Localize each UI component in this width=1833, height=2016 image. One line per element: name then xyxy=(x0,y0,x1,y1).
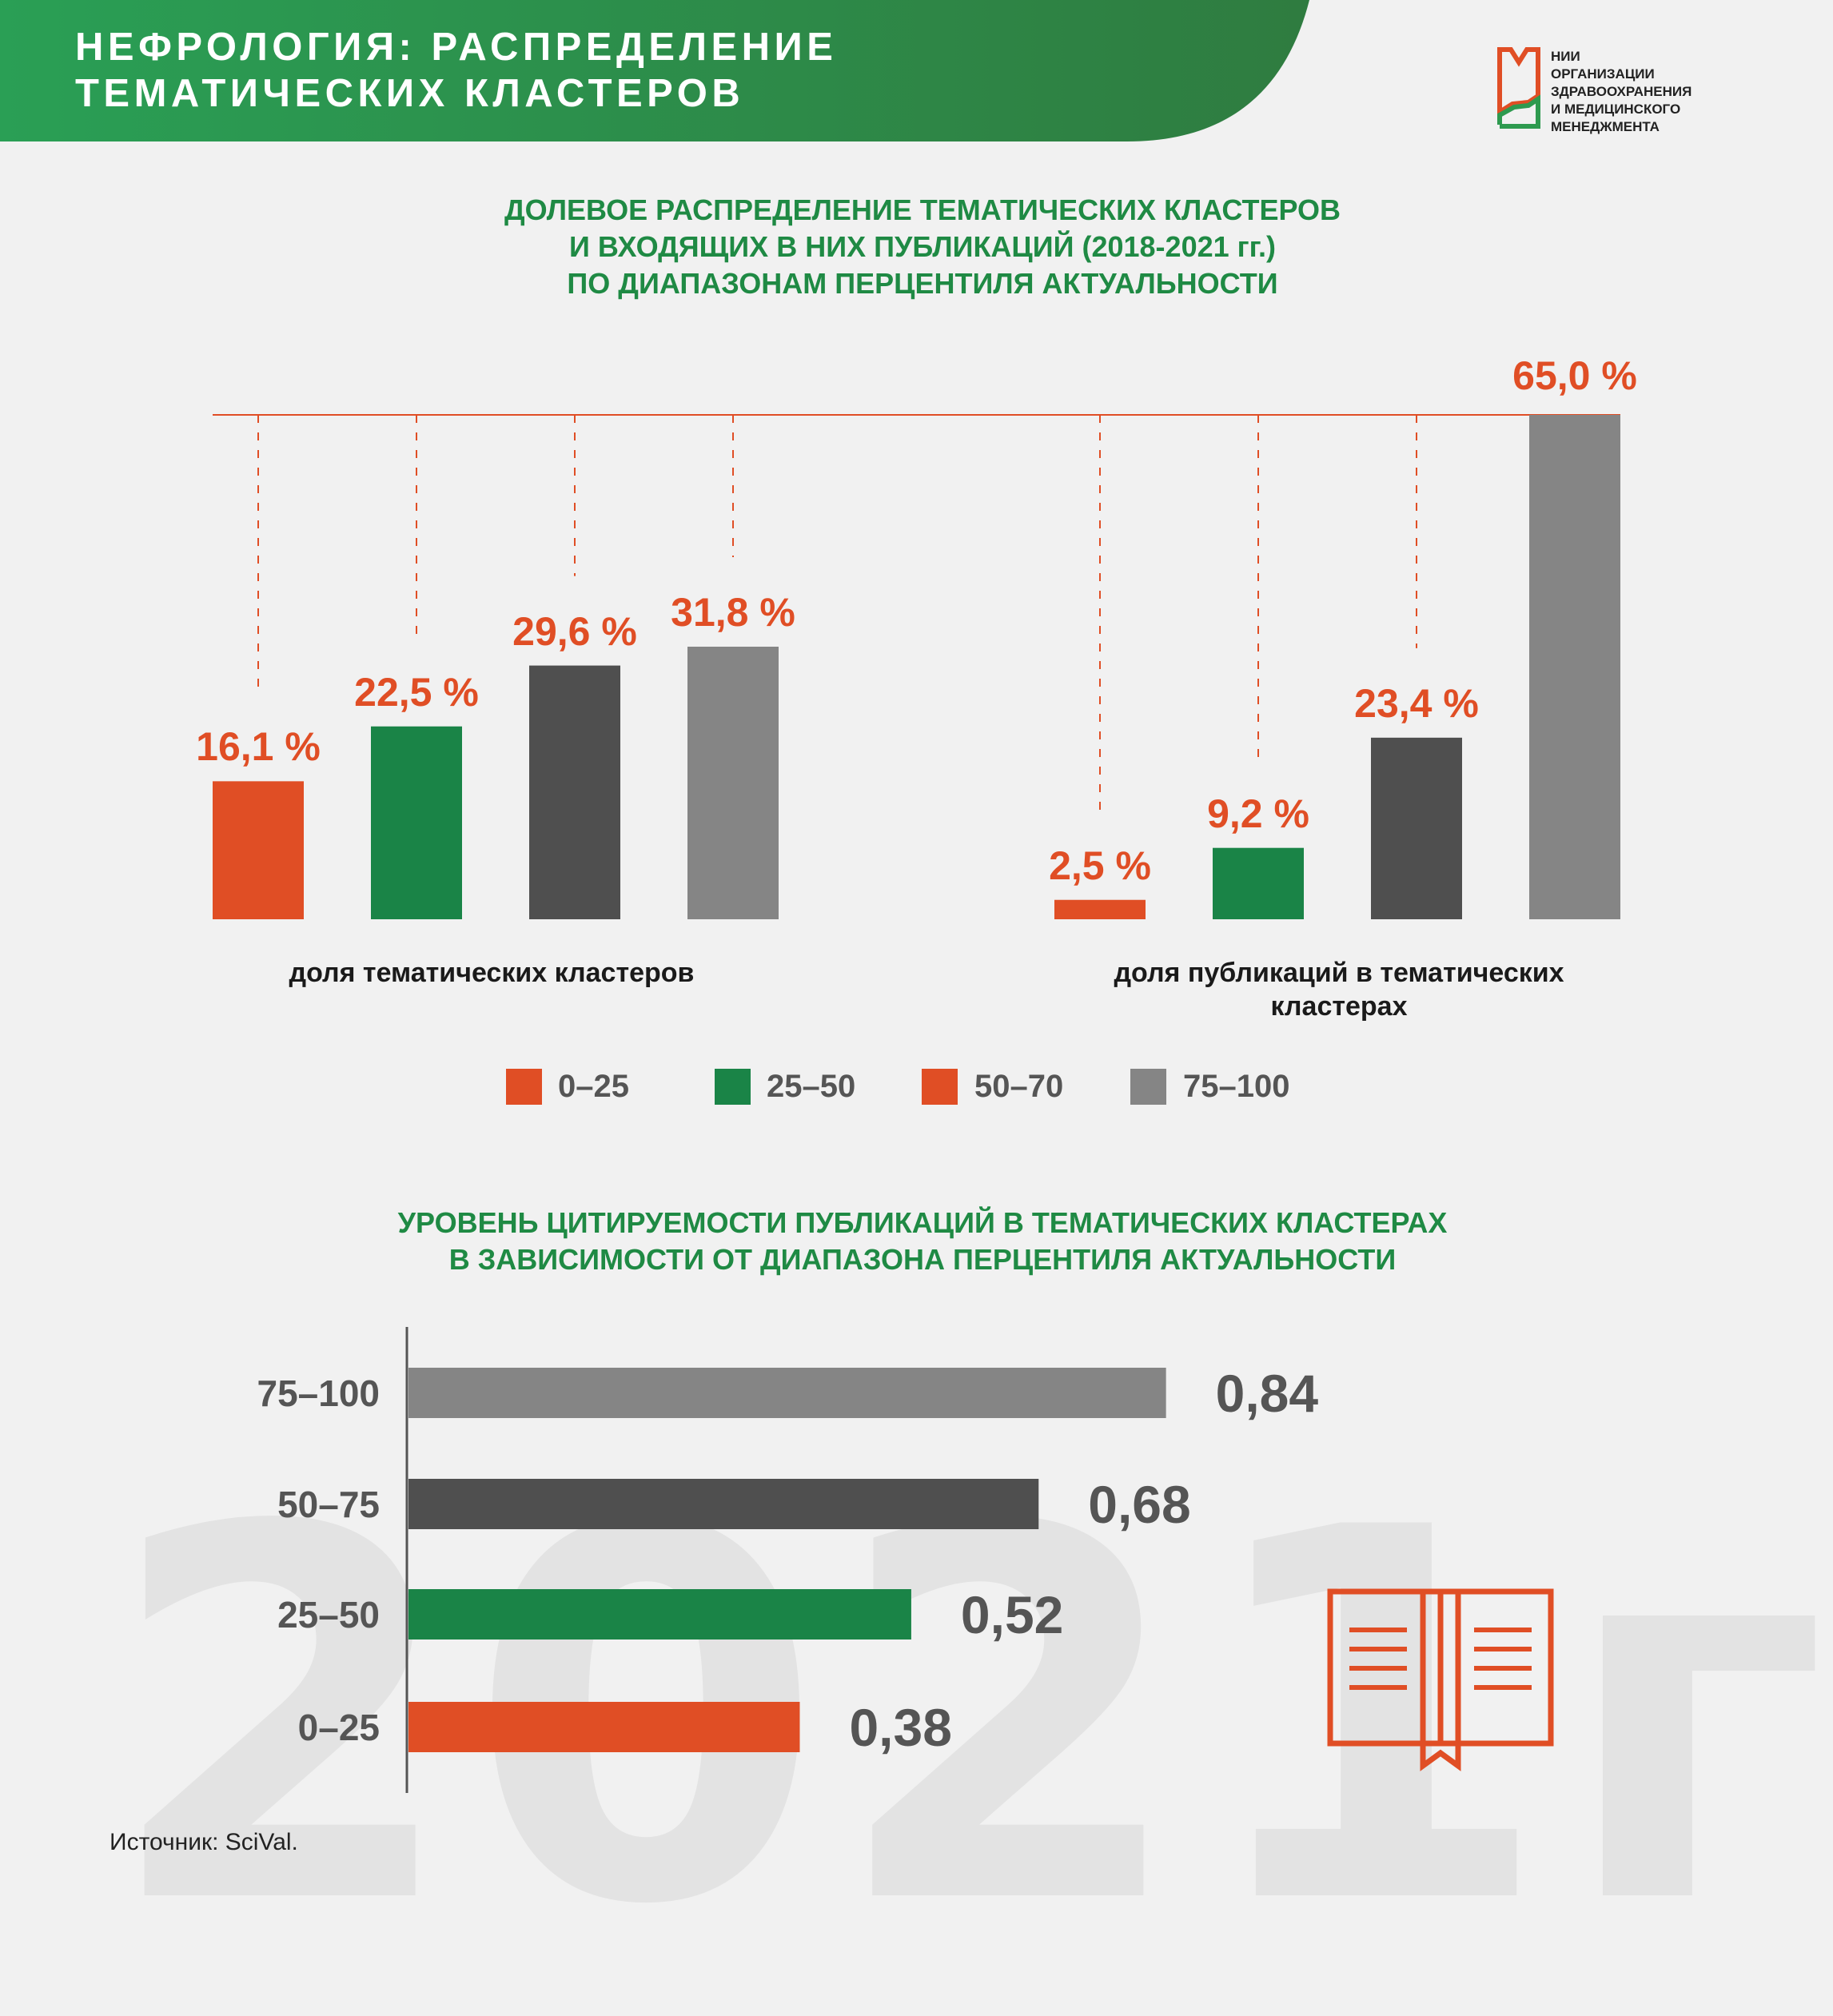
page-title-line: НЕФРОЛОГИЯ: РАСПРЕДЕЛЕНИЕ xyxy=(75,26,838,69)
bar-value-label: 65,0 % xyxy=(1512,353,1637,398)
legend-swatch-0-25 xyxy=(506,1069,542,1105)
legend-swatch-75-100 xyxy=(1130,1069,1166,1105)
bar xyxy=(1213,847,1304,919)
institute-logo-icon xyxy=(1497,47,1540,129)
page-title-line: ТЕМАТИЧЕСКИХ КЛАСТЕРОВ xyxy=(75,72,745,115)
bar-value-label: 9,2 % xyxy=(1207,791,1309,836)
header-banner xyxy=(0,0,1309,141)
open-book-icon xyxy=(1327,1588,1554,1771)
legend-label: 0–25 xyxy=(558,1069,629,1104)
bar xyxy=(687,647,779,919)
bar-value-label: 22,5 % xyxy=(354,669,479,715)
group-label-clusters: доля тематических кластеров xyxy=(212,956,771,990)
category-label: 25–50 xyxy=(277,1594,380,1636)
bar xyxy=(529,665,620,919)
chart1-title-line: ПО ДИАПАЗОНАМ ПЕРЦЕНТИЛЯ АКТУАЛЬНОСТИ xyxy=(567,267,1278,300)
chart1-title: ДОЛЕВОЕ РАСПРЕДЕЛЕНИЕ ТЕМАТИЧЕСКИХ КЛАСТ… xyxy=(240,192,1605,302)
watermark-year: 2021г xyxy=(104,1420,1833,2016)
chart1-title-line: И ВХОДЯЩИХ В НИХ ПУБЛИКАЦИЙ (2018-2021 г… xyxy=(568,230,1277,263)
chart2-title-line: В ЗАВИСИМОСТИ ОТ ДИАПАЗОНА ПЕРЦЕНТИЛЯ АК… xyxy=(448,1243,1397,1276)
legend-swatch-50-70 xyxy=(922,1069,958,1105)
category-label: 0–25 xyxy=(297,1707,380,1748)
bar xyxy=(213,781,304,919)
legend-label: 50–70 xyxy=(974,1069,1064,1104)
bar-value-label: 2,5 % xyxy=(1049,843,1151,888)
legend-swatch-25-50 xyxy=(715,1069,751,1105)
hbar-value-label: 0,38 xyxy=(849,1698,952,1757)
hbar xyxy=(408,1589,911,1639)
bar-value-label: 29,6 % xyxy=(512,608,637,654)
group-label-line: кластерах xyxy=(1270,991,1408,1022)
chart2-title-line: УРОВЕНЬ ЦИТИРУЕМОСТИ ПУБЛИКАЦИЙ В ТЕМАТИ… xyxy=(397,1206,1448,1239)
bar xyxy=(1054,899,1146,919)
hbar-value-label: 0,68 xyxy=(1088,1475,1191,1534)
hbar-value-label: 0,84 xyxy=(1215,1364,1319,1423)
chart2-title: УРОВЕНЬ ЦИТИРУЕМОСТИ ПУБЛИКАЦИЙ В ТЕМАТИ… xyxy=(240,1205,1605,1278)
hbar-value-label: 0,52 xyxy=(960,1585,1064,1644)
page-title: НЕФРОЛОГИЯ: РАСПРЕДЕЛЕНИЕ ТЕМАТИЧЕСКИХ К… xyxy=(75,24,837,117)
group-label-line: доля публикаций в тематических xyxy=(1114,958,1564,988)
hbar xyxy=(408,1702,800,1752)
bar-value-label: 23,4 % xyxy=(1354,680,1479,726)
chart2-plot xyxy=(405,1327,1166,1793)
source-note: Источник: SciVal. xyxy=(110,1829,298,1855)
group-label-publications: доля публикаций в тематических кластерах xyxy=(1043,956,1635,1023)
group-label-line: доля тематических кластеров xyxy=(289,958,695,988)
chart1-plot xyxy=(213,414,1620,919)
legend-label: 75–100 xyxy=(1183,1069,1290,1104)
category-label: 50–75 xyxy=(277,1484,380,1525)
hbar xyxy=(408,1368,1166,1418)
chart1-title-line: ДОЛЕВОЕ РАСПРЕДЕЛЕНИЕ ТЕМАТИЧЕСКИХ КЛАСТ… xyxy=(504,193,1341,226)
bar-value-label: 16,1 % xyxy=(196,724,321,770)
bar xyxy=(1529,415,1620,919)
institute-logo-text: НИИ ОРГАНИЗАЦИИ ЗДРАВООХРАНЕНИЯ И МЕДИЦИ… xyxy=(1551,49,1692,134)
hbar xyxy=(408,1479,1039,1529)
bar-value-label: 31,8 % xyxy=(671,590,795,635)
category-label: 75–100 xyxy=(257,1373,381,1414)
bar xyxy=(1371,737,1462,919)
legend-label: 25–50 xyxy=(767,1069,856,1104)
bar xyxy=(371,726,462,919)
